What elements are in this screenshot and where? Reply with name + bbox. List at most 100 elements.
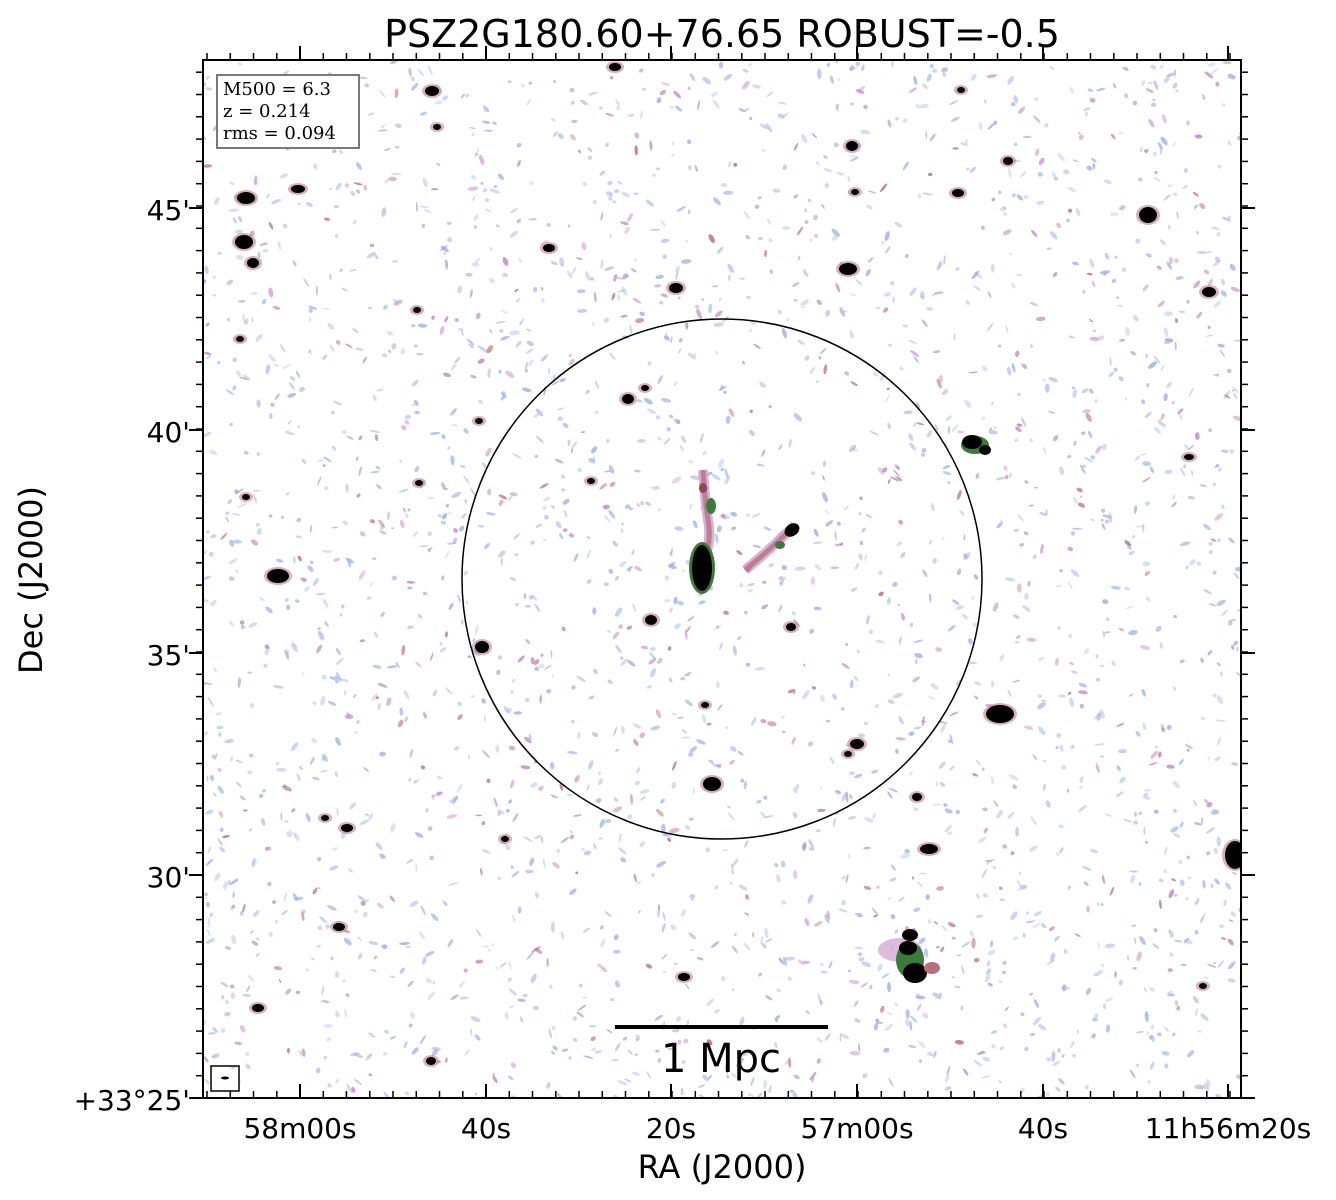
noise-speckle [966, 167, 970, 171]
noise-speckle [1015, 635, 1021, 639]
noise-speckle [406, 580, 415, 584]
noise-speckle [600, 938, 606, 948]
noise-speckle [604, 910, 612, 918]
noise-speckle [333, 400, 343, 406]
noise-speckle [474, 148, 480, 158]
noise-speckle [1010, 851, 1015, 856]
noise-speckle [353, 182, 363, 186]
noise-speckle [1164, 1026, 1169, 1033]
noise-speckle [1104, 997, 1113, 1002]
noise-speckle [880, 1005, 885, 1013]
noise-speckle [655, 1049, 660, 1053]
noise-speckle [1020, 1012, 1025, 1017]
noise-speckle [235, 569, 239, 573]
noise-speckle [689, 503, 693, 510]
noise-speckle [1232, 415, 1241, 422]
noise-speckle [1071, 261, 1080, 266]
noise-speckle [328, 187, 333, 190]
noise-speckle [925, 306, 934, 311]
noise-speckle [778, 102, 787, 105]
noise-speckle [1045, 800, 1051, 808]
noise-speckle [713, 322, 724, 327]
noise-speckle [672, 760, 677, 771]
noise-speckle [232, 217, 237, 224]
noise-speckle [659, 89, 667, 96]
noise-speckle [470, 487, 476, 497]
noise-speckle [1203, 589, 1212, 595]
noise-speckle [670, 924, 677, 931]
noise-speckle [816, 299, 823, 306]
noise-speckle [890, 864, 896, 871]
noise-speckle [692, 520, 698, 529]
noise-speckle [574, 774, 580, 783]
noise-speckle [236, 370, 242, 377]
noise-speckle [1203, 798, 1210, 805]
noise-speckle [203, 1056, 209, 1063]
noise-speckle [660, 293, 668, 298]
noise-speckle [557, 133, 564, 139]
noise-speckle [791, 736, 796, 745]
noise-speckle [593, 291, 597, 303]
noise-speckle [1210, 883, 1214, 889]
noise-speckle [1097, 941, 1100, 949]
noise-speckle [1208, 428, 1212, 432]
noise-speckle [521, 387, 532, 393]
noise-speckle [1016, 194, 1023, 201]
noise-speckle [841, 663, 850, 669]
noise-speckle [875, 639, 885, 644]
noise-speckle [375, 696, 379, 700]
noise-speckle [499, 328, 504, 334]
noise-speckle [315, 285, 318, 296]
noise-speckle [618, 832, 622, 843]
noise-speckle [946, 831, 953, 836]
noise-speckles [203, 60, 1241, 1098]
noise-speckle [872, 907, 879, 916]
noise-speckle [309, 756, 315, 765]
noise-speckle [791, 611, 796, 616]
noise-speckle [1212, 373, 1220, 376]
noise-speckle [728, 408, 735, 417]
noise-speckle [444, 1057, 448, 1063]
noise-speckle [998, 1080, 1002, 1083]
noise-speckle [381, 353, 388, 357]
noise-speckle [533, 413, 539, 418]
noise-speckle [586, 549, 591, 559]
noise-speckle [988, 430, 998, 435]
noise-speckle [797, 339, 805, 345]
noise-speckle [849, 771, 855, 776]
noise-speckle [575, 871, 579, 875]
noise-speckle [588, 457, 595, 464]
noise-speckle [836, 521, 841, 526]
noise-speckle [1007, 689, 1012, 698]
noise-speckle [1150, 750, 1159, 759]
noise-speckle [1202, 94, 1206, 101]
noise-speckle [477, 358, 485, 364]
noise-speckle [1111, 278, 1117, 283]
noise-speckle [940, 946, 945, 953]
point-source [1139, 207, 1157, 223]
noise-speckle [345, 343, 353, 349]
noise-speckle [1084, 1085, 1089, 1090]
noise-speckle [762, 1079, 768, 1089]
noise-speckle [706, 722, 712, 726]
noise-speckle [898, 519, 904, 525]
noise-speckle [513, 533, 520, 540]
noise-speckle [498, 369, 502, 374]
noise-speckle [1183, 168, 1188, 173]
noise-speckle [406, 859, 414, 864]
noise-speckle [1024, 1046, 1029, 1052]
noise-speckle [920, 291, 925, 300]
noise-speckle [335, 657, 344, 666]
noise-speckle [729, 881, 733, 885]
noise-speckle [497, 876, 501, 881]
noise-speckle [609, 352, 616, 360]
noise-speckle [368, 812, 374, 821]
noise-speckle [1186, 120, 1190, 126]
noise-speckle [1109, 886, 1115, 896]
noise-speckle [220, 532, 228, 540]
noise-speckle [936, 886, 944, 891]
noise-speckle [802, 690, 810, 700]
noise-speckle [444, 631, 449, 638]
noise-speckle [808, 839, 814, 849]
noise-speckle [681, 1060, 686, 1064]
